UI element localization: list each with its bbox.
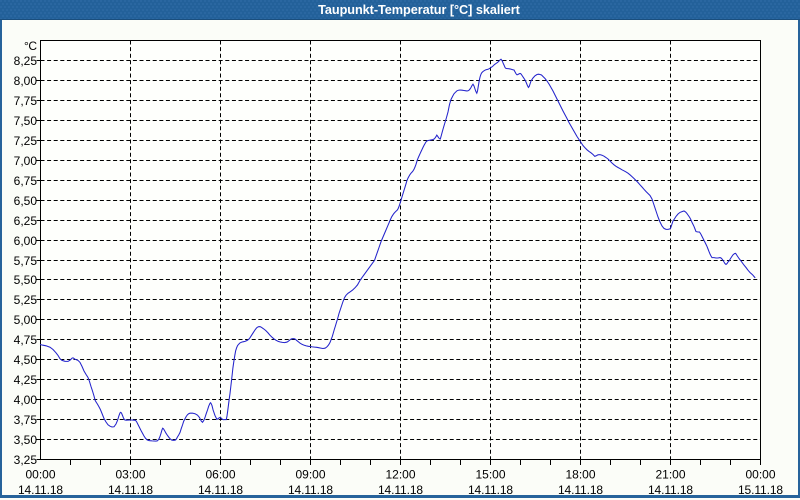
svg-text:3,75: 3,75: [14, 413, 38, 427]
svg-text:7,25: 7,25: [14, 134, 38, 148]
svg-text:14.11.18: 14.11.18: [558, 483, 603, 497]
svg-text:6,25: 6,25: [14, 214, 38, 228]
svg-text:8,25: 8,25: [14, 54, 38, 68]
svg-text:14.11.18: 14.11.18: [468, 483, 513, 497]
svg-text:15:00: 15:00: [475, 468, 505, 482]
svg-text:03:00: 03:00: [115, 468, 145, 482]
svg-text:15.11.18: 15.11.18: [738, 483, 783, 497]
svg-text:8,00: 8,00: [14, 74, 38, 88]
svg-text:12:00: 12:00: [385, 468, 415, 482]
svg-text:7,75: 7,75: [14, 94, 38, 108]
svg-text:6,50: 6,50: [14, 194, 38, 208]
svg-text:5,75: 5,75: [14, 254, 38, 268]
svg-text:14.11.18: 14.11.18: [108, 483, 153, 497]
svg-text:18:00: 18:00: [565, 468, 595, 482]
svg-text:5,00: 5,00: [14, 313, 38, 327]
svg-text:14.11.18: 14.11.18: [648, 483, 693, 497]
svg-text:4,25: 4,25: [14, 373, 38, 387]
svg-text:6,00: 6,00: [14, 234, 38, 248]
svg-text:3,50: 3,50: [14, 433, 38, 447]
svg-text:4,75: 4,75: [14, 333, 38, 347]
svg-text:00:00: 00:00: [25, 468, 55, 482]
svg-text:5,50: 5,50: [14, 273, 38, 287]
svg-text:5,25: 5,25: [14, 293, 38, 307]
svg-text:06:00: 06:00: [205, 468, 235, 482]
svg-text:14.11.18: 14.11.18: [198, 483, 243, 497]
svg-text:6,75: 6,75: [14, 174, 38, 188]
svg-text:21:00: 21:00: [655, 468, 685, 482]
svg-text:3,25: 3,25: [14, 453, 38, 467]
svg-text:00:00: 00:00: [745, 468, 775, 482]
svg-text:4,50: 4,50: [14, 353, 38, 367]
svg-text:14.11.18: 14.11.18: [288, 483, 333, 497]
svg-text:7,50: 7,50: [14, 114, 38, 128]
svg-text:°C: °C: [24, 39, 37, 53]
svg-text:7,00: 7,00: [14, 154, 38, 168]
svg-text:4,00: 4,00: [14, 393, 38, 407]
svg-text:09:00: 09:00: [295, 468, 325, 482]
svg-text:14.11.18: 14.11.18: [378, 483, 423, 497]
svg-text:14.11.18: 14.11.18: [18, 483, 63, 497]
